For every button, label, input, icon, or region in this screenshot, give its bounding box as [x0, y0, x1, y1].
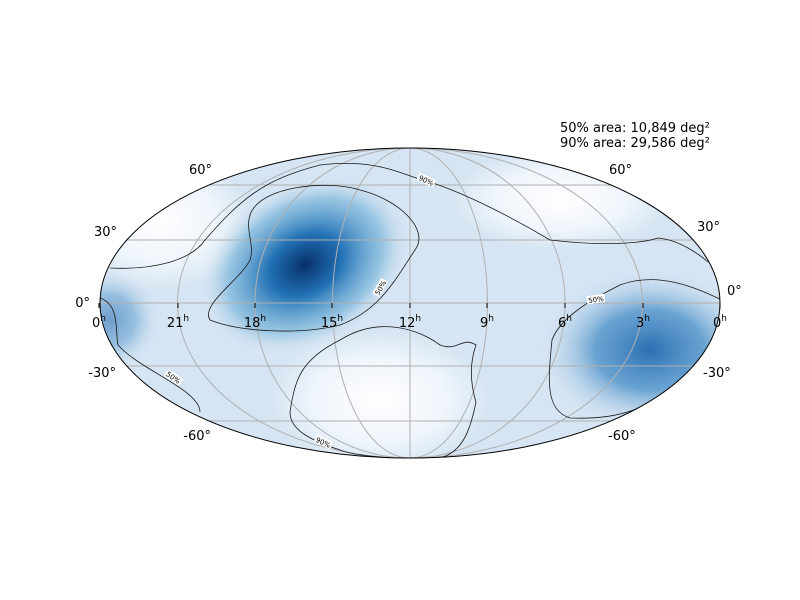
dec-label: -30° — [88, 366, 116, 381]
dec-label: 60° — [609, 163, 632, 178]
ra-hour: 0 — [92, 316, 100, 331]
ra-label: 21h — [167, 314, 189, 331]
contour-label-bg — [372, 277, 389, 298]
ra-hour: 12 — [399, 316, 416, 331]
ra-label: 9h — [480, 314, 494, 331]
contour-label-bg — [586, 293, 606, 305]
dec-label: 0° — [75, 296, 90, 311]
dec-label: -60° — [608, 429, 636, 444]
ra-hour: 15 — [321, 316, 338, 331]
annotation: 90% area: 29,586 deg² — [560, 136, 710, 151]
contour-label-bg — [313, 434, 334, 450]
dec-label: 30° — [697, 220, 720, 235]
contour-label: 50% — [586, 293, 606, 305]
ra-unit: h — [183, 314, 189, 324]
ra-unit: h — [415, 314, 421, 324]
contour-90 — [289, 326, 477, 458]
annotation: 50% area: 10,849 deg² — [560, 121, 710, 136]
high-region — [201, 176, 409, 354]
ra-hour: 0 — [713, 316, 721, 331]
low-region — [450, 150, 670, 250]
contour-label-bg — [163, 368, 184, 386]
ra-label: 0h — [92, 314, 106, 331]
ra-unit: h — [566, 314, 572, 324]
ra-label: 0h — [713, 314, 727, 331]
ra-hour: 18 — [244, 316, 261, 331]
contour-label-bg — [416, 172, 437, 188]
ra-unit: h — [488, 314, 494, 324]
contour-50 — [208, 184, 420, 332]
ra-hour: 6 — [558, 316, 566, 331]
ra-label: 3h — [636, 314, 650, 331]
ra-hour: 9 — [480, 316, 488, 331]
ra-unit: h — [260, 314, 266, 324]
ra-unit: h — [100, 314, 106, 324]
dec-label: 0° — [727, 284, 742, 299]
ra-hour: 3 — [636, 316, 644, 331]
ra-labels: 0h 21h 18h 15h 12h 9h 6h 3h 0h — [92, 303, 727, 331]
dec-labels: 60° 30° 0° -30° -60° 60° 30° 0° -30° -60° — [75, 163, 742, 444]
low-region — [270, 330, 490, 458]
high-region — [100, 270, 160, 370]
dec-label: -30° — [703, 366, 731, 381]
contour-50 — [100, 297, 201, 413]
ra-label: 18h — [244, 314, 266, 331]
ra-unit: h — [337, 314, 343, 324]
ra-label: 15h — [321, 314, 343, 331]
ra-unit: h — [721, 314, 727, 324]
ra-hour: 21 — [167, 316, 184, 331]
contour-label-text: 50% — [588, 295, 605, 305]
dec-label: 30° — [94, 225, 117, 240]
ra-label: 6h — [558, 314, 572, 331]
ra-unit: h — [644, 314, 650, 324]
dec-label: -60° — [183, 429, 211, 444]
dec-label: 60° — [189, 163, 212, 178]
ra-label: 12h — [399, 314, 421, 331]
